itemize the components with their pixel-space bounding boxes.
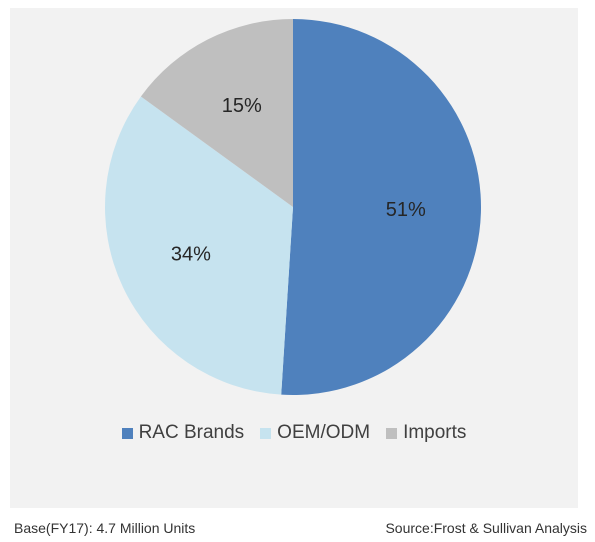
legend-item-imports: Imports [386,422,466,444]
data-label-rac-brands: 51% [386,199,426,221]
legend-label-imports: Imports [403,422,467,443]
pie-slice-imports [140,19,293,207]
pie-slice-rac-brands [281,19,482,396]
base-note: Base(FY17): 4.7 Million Units [14,520,196,536]
chart-panel: 51% 34% 15% RAC Brands OEM/ODM Imports [10,8,578,508]
source-note: Source:Frost & Sullivan Analysis [385,520,587,536]
pie-slices [104,19,482,396]
legend-label-rac-brands: RAC Brands [138,422,245,443]
legend-swatch-oem-odm [260,427,272,439]
data-label-imports: 15% [222,95,262,117]
pie-slice-oem-odm [104,96,293,395]
pie-chart: 51% 34% 15% [104,19,482,396]
legend-label-oem-odm: OEM/ODM [277,422,371,443]
legend-item-oem-odm: OEM/ODM [260,422,370,444]
data-label-oem-odm: 34% [171,243,211,265]
pie-slice-labels: 51% 34% 15% [171,95,426,266]
legend-swatch-imports [386,427,398,439]
legend-swatch-rac-brands [121,427,133,439]
legend-item-rac-brands: RAC Brands [121,422,245,444]
legend: RAC Brands OEM/ODM Imports [10,422,578,444]
